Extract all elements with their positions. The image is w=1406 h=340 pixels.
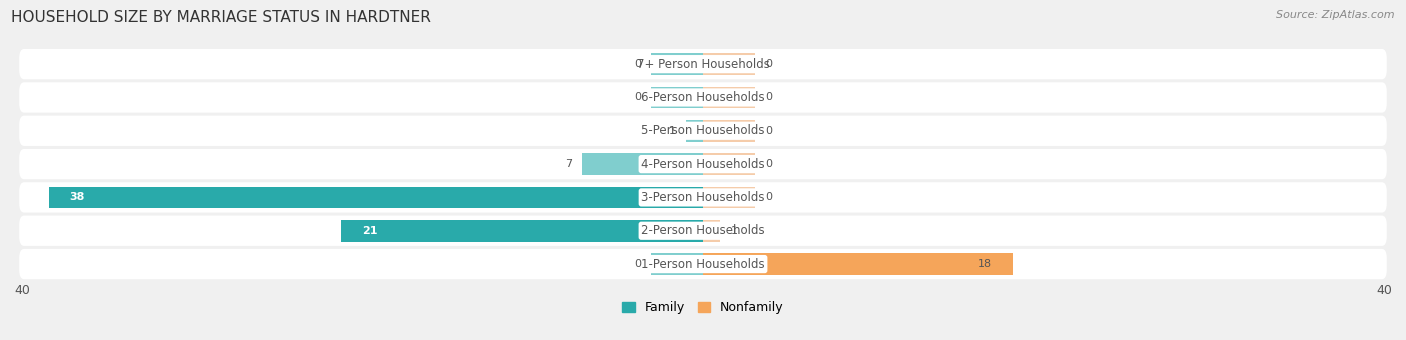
Text: 40: 40: [1376, 284, 1392, 296]
Bar: [651, 87, 703, 108]
Text: 5-Person Households: 5-Person Households: [641, 124, 765, 137]
Text: 1: 1: [731, 226, 738, 236]
Text: 4-Person Households: 4-Person Households: [641, 158, 765, 171]
Bar: [651, 253, 703, 275]
Text: 40: 40: [14, 284, 30, 296]
Text: 0: 0: [765, 126, 772, 136]
Bar: [703, 120, 755, 141]
Bar: [703, 153, 755, 175]
Text: 0: 0: [634, 259, 641, 269]
Legend: Family, Nonfamily: Family, Nonfamily: [617, 296, 789, 319]
FancyBboxPatch shape: [20, 82, 1386, 113]
FancyBboxPatch shape: [20, 149, 1386, 179]
Bar: [651, 53, 703, 75]
FancyBboxPatch shape: [20, 49, 1386, 79]
Bar: [686, 120, 703, 141]
Text: 2-Person Households: 2-Person Households: [641, 224, 765, 237]
Text: 7+ Person Households: 7+ Person Households: [637, 57, 769, 71]
Text: 3-Person Households: 3-Person Households: [641, 191, 765, 204]
FancyBboxPatch shape: [20, 116, 1386, 146]
Bar: [342, 220, 703, 242]
Bar: [703, 87, 755, 108]
Text: 18: 18: [979, 259, 993, 269]
Bar: [703, 220, 720, 242]
Text: 0: 0: [765, 59, 772, 69]
Text: HOUSEHOLD SIZE BY MARRIAGE STATUS IN HARDTNER: HOUSEHOLD SIZE BY MARRIAGE STATUS IN HAR…: [11, 10, 432, 25]
Text: 38: 38: [69, 192, 84, 202]
Bar: [582, 153, 703, 175]
Text: Source: ZipAtlas.com: Source: ZipAtlas.com: [1277, 10, 1395, 20]
Text: 6-Person Households: 6-Person Households: [641, 91, 765, 104]
Text: 1-Person Households: 1-Person Households: [641, 258, 765, 271]
FancyBboxPatch shape: [20, 182, 1386, 212]
FancyBboxPatch shape: [20, 249, 1386, 279]
Text: 0: 0: [765, 92, 772, 102]
FancyBboxPatch shape: [20, 216, 1386, 246]
Bar: [48, 187, 703, 208]
Bar: [703, 187, 755, 208]
Bar: [703, 253, 1012, 275]
Text: 0: 0: [765, 192, 772, 202]
Text: 0: 0: [634, 59, 641, 69]
Text: 7: 7: [565, 159, 572, 169]
Text: 0: 0: [765, 159, 772, 169]
Text: 1: 1: [668, 126, 675, 136]
Text: 21: 21: [361, 226, 377, 236]
Text: 0: 0: [634, 92, 641, 102]
Bar: [703, 53, 755, 75]
